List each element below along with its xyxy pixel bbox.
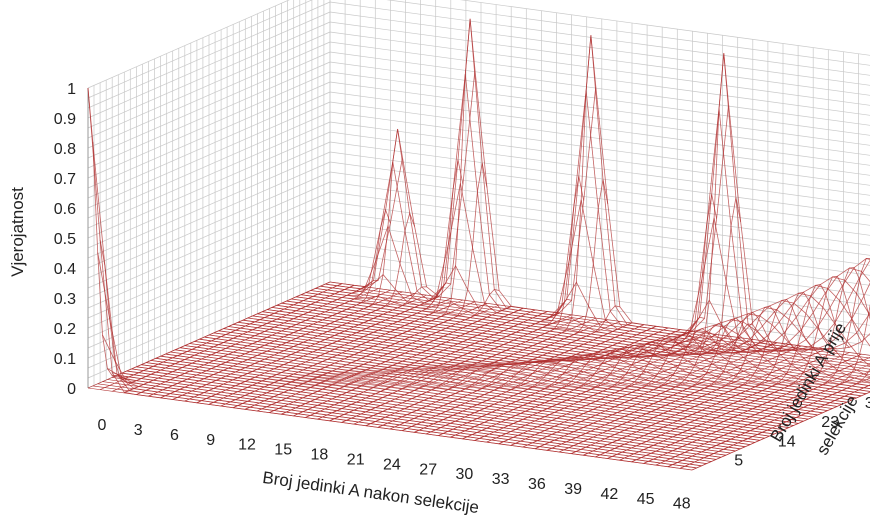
surface-line-x — [99, 239, 343, 379]
z-axis-title: Vjerojatnost — [8, 187, 27, 277]
surface-line-x — [426, 327, 669, 435]
surface-line-x — [546, 317, 790, 451]
surface-line-x — [256, 288, 500, 412]
surface-line-x — [643, 258, 870, 464]
x-tick-label: 21 — [347, 451, 365, 468]
surface-line-x — [414, 325, 657, 433]
surface-line-x — [124, 286, 367, 393]
surface-line-x — [583, 298, 826, 456]
surface-line-x — [365, 179, 609, 427]
z-tick-label: 0.6 — [54, 201, 76, 218]
surface-line-x — [595, 291, 838, 458]
surface-line-x — [462, 316, 705, 440]
surface-line-x — [87, 87, 331, 377]
x-tick-label: 33 — [492, 471, 510, 488]
x-tick-label: 9 — [206, 432, 215, 449]
chart-walls — [87, 0, 870, 389]
y-axis-title-line2: selekcije — [813, 392, 862, 458]
x-tick-label: 39 — [564, 481, 582, 498]
y-tick-label: 5 — [734, 452, 743, 469]
surface-line-x — [244, 163, 488, 410]
z-tick-label: 0.1 — [54, 351, 76, 368]
surface-line-x — [691, 391, 870, 471]
surface-line-x — [510, 323, 753, 446]
x-axis-ticks: 0 3 6 9 12 15 18 21 24 27 30 33 36 39 42 45 48 — [98, 417, 691, 513]
chart-surface — [87, 18, 870, 471]
z-tick-label: 0.4 — [54, 261, 76, 278]
y-axis-ticks: 51423324150 — [734, 395, 870, 469]
z-tick-label: 0.5 — [54, 231, 76, 248]
x-tick-label: 27 — [419, 461, 437, 478]
surface-line-x — [196, 295, 439, 404]
x-tick-label: 48 — [673, 496, 691, 513]
surface-line-x — [317, 312, 560, 420]
surface-line-x — [679, 384, 870, 469]
y-tick-label: 23 — [821, 414, 839, 431]
x-tick-label: 6 — [170, 427, 179, 444]
x-tick-label: 0 — [98, 417, 107, 434]
surface-line-x — [377, 305, 620, 428]
surface-line-x — [534, 323, 778, 450]
z-axis-ticks: 0 0.1 0.2 0.3 0.4 0.5 0.6 0.7 0.8 0.9 1 — [54, 81, 76, 398]
surface-line-x — [486, 53, 729, 443]
z-tick-label: 0.3 — [54, 291, 76, 308]
surface-line-x — [148, 208, 391, 397]
surface-line-x — [450, 330, 693, 438]
surface-line-x — [232, 18, 476, 409]
x-tick-label: 3 — [134, 422, 143, 439]
surface-line-x — [558, 311, 802, 453]
x-tick-label: 12 — [238, 437, 256, 454]
surface-line-x — [401, 324, 645, 431]
surface-line-x — [305, 311, 548, 418]
surface-line-x — [522, 328, 766, 448]
x-tick-label: 45 — [637, 491, 655, 508]
surface-line-x — [112, 284, 355, 383]
surface-line-x — [438, 329, 681, 436]
surface-line-y — [310, 258, 870, 352]
x-tick-label: 24 — [383, 456, 401, 473]
surface-line-x — [655, 303, 870, 466]
surface-line-x — [353, 35, 597, 425]
y-tick-label: 14 — [778, 433, 796, 450]
surface-line-x — [220, 159, 464, 407]
z-tick-label: 0.9 — [54, 111, 76, 128]
surface-line-x — [208, 282, 451, 405]
z-tick-label: 0.8 — [54, 141, 76, 158]
surface-line-x — [293, 309, 536, 417]
x-tick-label: 42 — [601, 486, 619, 503]
z-tick-label: 0.2 — [54, 321, 76, 338]
surface-line-x — [281, 307, 524, 415]
surface-line-x — [136, 279, 379, 395]
surface-line-x — [341, 176, 585, 423]
surface-line-x — [329, 298, 572, 422]
x-tick-label: 36 — [528, 476, 546, 493]
surface-line-x — [160, 128, 403, 399]
x-tick-label: 15 — [274, 442, 292, 459]
surface-line-x — [474, 194, 717, 441]
surface-line-x — [498, 197, 742, 445]
surface-line-x — [389, 322, 633, 430]
x-tick-label: 30 — [456, 466, 474, 483]
y-tick-label: 32 — [865, 395, 870, 412]
surface-line-x — [184, 286, 427, 402]
surface-line-x — [269, 305, 512, 413]
z-tick-label: 1 — [67, 81, 76, 98]
surface-line-x — [571, 305, 814, 454]
surface-line-x — [619, 275, 862, 461]
surface-line-x — [607, 284, 850, 459]
surface-line-x — [172, 211, 415, 400]
x-axis-title: Broj jedinki A nakon selekcije — [261, 468, 480, 517]
z-tick-label: 0 — [67, 381, 76, 398]
z-tick-label: 0.7 — [54, 171, 76, 188]
surface-line-y — [300, 276, 870, 354]
x-tick-label: 18 — [311, 447, 329, 464]
surface-line-x — [631, 267, 870, 463]
